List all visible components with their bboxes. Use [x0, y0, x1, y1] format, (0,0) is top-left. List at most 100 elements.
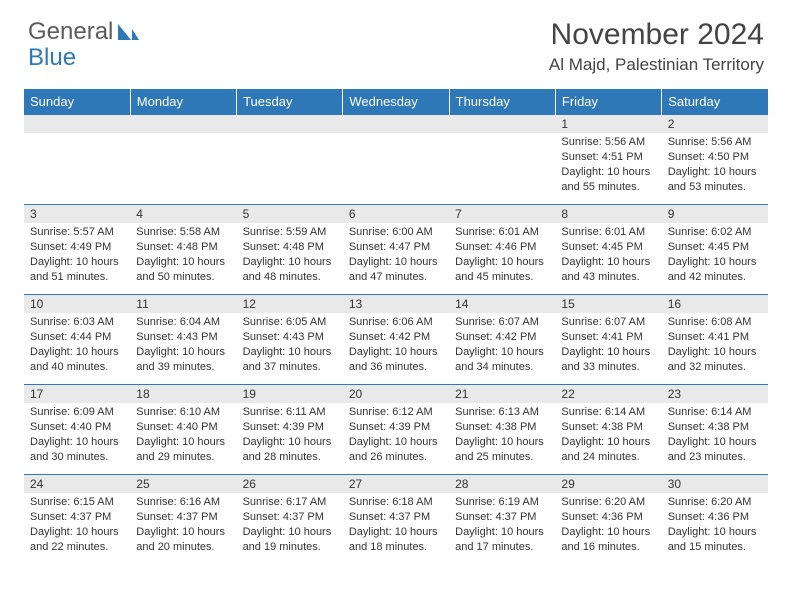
sunset-text: Sunset: 4:42 PM: [349, 330, 443, 345]
day-number: 11: [130, 295, 236, 313]
empty-day-bar: [343, 115, 449, 133]
daylight-text: Daylight: 10 hours and 24 minutes.: [561, 435, 655, 465]
sunset-text: Sunset: 4:39 PM: [349, 420, 443, 435]
day-cell: 26Sunrise: 6:17 AMSunset: 4:37 PMDayligh…: [237, 475, 343, 565]
calendar-week-row: 10Sunrise: 6:03 AMSunset: 4:44 PMDayligh…: [24, 295, 768, 385]
calendar-week-row: 3Sunrise: 5:57 AMSunset: 4:49 PMDaylight…: [24, 205, 768, 295]
daylight-text: Daylight: 10 hours and 20 minutes.: [136, 525, 230, 555]
empty-day-bar: [24, 115, 130, 133]
daylight-text: Daylight: 10 hours and 39 minutes.: [136, 345, 230, 375]
sunrise-text: Sunrise: 6:18 AM: [349, 495, 443, 510]
sunrise-text: Sunrise: 5:57 AM: [30, 225, 124, 240]
sunset-text: Sunset: 4:38 PM: [668, 420, 762, 435]
day-number: 20: [343, 385, 449, 403]
day-number: 29: [555, 475, 661, 493]
day-cell: 12Sunrise: 6:05 AMSunset: 4:43 PMDayligh…: [237, 295, 343, 385]
day-content: Sunrise: 6:13 AMSunset: 4:38 PMDaylight:…: [449, 403, 555, 468]
day-content: Sunrise: 6:19 AMSunset: 4:37 PMDaylight:…: [449, 493, 555, 558]
sunrise-text: Sunrise: 6:09 AM: [30, 405, 124, 420]
day-cell: 20Sunrise: 6:12 AMSunset: 4:39 PMDayligh…: [343, 385, 449, 475]
daylight-text: Daylight: 10 hours and 17 minutes.: [455, 525, 549, 555]
daylight-text: Daylight: 10 hours and 37 minutes.: [243, 345, 337, 375]
day-content: Sunrise: 6:12 AMSunset: 4:39 PMDaylight:…: [343, 403, 449, 468]
sunset-text: Sunset: 4:37 PM: [30, 510, 124, 525]
sunset-text: Sunset: 4:48 PM: [243, 240, 337, 255]
day-content: Sunrise: 6:00 AMSunset: 4:47 PMDaylight:…: [343, 223, 449, 288]
daylight-text: Daylight: 10 hours and 19 minutes.: [243, 525, 337, 555]
sunset-text: Sunset: 4:41 PM: [561, 330, 655, 345]
day-number: 17: [24, 385, 130, 403]
day-content: Sunrise: 6:08 AMSunset: 4:41 PMDaylight:…: [662, 313, 768, 378]
daylight-text: Daylight: 10 hours and 29 minutes.: [136, 435, 230, 465]
day-cell: 25Sunrise: 6:16 AMSunset: 4:37 PMDayligh…: [130, 475, 236, 565]
daylight-text: Daylight: 10 hours and 43 minutes.: [561, 255, 655, 285]
sunset-text: Sunset: 4:45 PM: [561, 240, 655, 255]
empty-day-bar: [449, 115, 555, 133]
calendar-table: SundayMondayTuesdayWednesdayThursdayFrid…: [24, 89, 768, 565]
sunrise-text: Sunrise: 6:10 AM: [136, 405, 230, 420]
day-number: 24: [24, 475, 130, 493]
title-block: November 2024 Al Majd, Palestinian Terri…: [549, 18, 764, 75]
day-cell: 15Sunrise: 6:07 AMSunset: 4:41 PMDayligh…: [555, 295, 661, 385]
day-content: Sunrise: 6:17 AMSunset: 4:37 PMDaylight:…: [237, 493, 343, 558]
sunset-text: Sunset: 4:51 PM: [561, 150, 655, 165]
day-number: 18: [130, 385, 236, 403]
daylight-text: Daylight: 10 hours and 32 minutes.: [668, 345, 762, 375]
sunset-text: Sunset: 4:46 PM: [455, 240, 549, 255]
sunrise-text: Sunrise: 5:58 AM: [136, 225, 230, 240]
sunrise-text: Sunrise: 6:17 AM: [243, 495, 337, 510]
day-number: 15: [555, 295, 661, 313]
day-number: 30: [662, 475, 768, 493]
day-cell: 21Sunrise: 6:13 AMSunset: 4:38 PMDayligh…: [449, 385, 555, 475]
weekday-header-row: SundayMondayTuesdayWednesdayThursdayFrid…: [24, 89, 768, 115]
sunrise-text: Sunrise: 6:12 AM: [349, 405, 443, 420]
day-cell: 27Sunrise: 6:18 AMSunset: 4:37 PMDayligh…: [343, 475, 449, 565]
daylight-text: Daylight: 10 hours and 18 minutes.: [349, 525, 443, 555]
sunrise-text: Sunrise: 6:19 AM: [455, 495, 549, 510]
day-number: 28: [449, 475, 555, 493]
day-cell: 28Sunrise: 6:19 AMSunset: 4:37 PMDayligh…: [449, 475, 555, 565]
day-cell: 23Sunrise: 6:14 AMSunset: 4:38 PMDayligh…: [662, 385, 768, 475]
daylight-text: Daylight: 10 hours and 33 minutes.: [561, 345, 655, 375]
sunrise-text: Sunrise: 6:04 AM: [136, 315, 230, 330]
day-content: Sunrise: 6:07 AMSunset: 4:42 PMDaylight:…: [449, 313, 555, 378]
day-content: Sunrise: 6:04 AMSunset: 4:43 PMDaylight:…: [130, 313, 236, 378]
day-content: Sunrise: 6:16 AMSunset: 4:37 PMDaylight:…: [130, 493, 236, 558]
sunset-text: Sunset: 4:48 PM: [136, 240, 230, 255]
sunset-text: Sunset: 4:50 PM: [668, 150, 762, 165]
day-number: 16: [662, 295, 768, 313]
weekday-header: Sunday: [24, 89, 130, 115]
logo-word2: Blue: [28, 44, 76, 72]
sunset-text: Sunset: 4:39 PM: [243, 420, 337, 435]
day-number: 26: [237, 475, 343, 493]
daylight-text: Daylight: 10 hours and 22 minutes.: [30, 525, 124, 555]
sunset-text: Sunset: 4:37 PM: [455, 510, 549, 525]
day-cell: 14Sunrise: 6:07 AMSunset: 4:42 PMDayligh…: [449, 295, 555, 385]
day-number: 5: [237, 205, 343, 223]
day-content: Sunrise: 6:07 AMSunset: 4:41 PMDaylight:…: [555, 313, 661, 378]
sunrise-text: Sunrise: 6:13 AM: [455, 405, 549, 420]
calendar-week-row: 17Sunrise: 6:09 AMSunset: 4:40 PMDayligh…: [24, 385, 768, 475]
calendar-body: 1Sunrise: 5:56 AMSunset: 4:51 PMDaylight…: [24, 115, 768, 565]
day-content: Sunrise: 6:09 AMSunset: 4:40 PMDaylight:…: [24, 403, 130, 468]
day-number: 14: [449, 295, 555, 313]
sunrise-text: Sunrise: 6:20 AM: [561, 495, 655, 510]
sunrise-text: Sunrise: 6:02 AM: [668, 225, 762, 240]
day-cell: 1Sunrise: 5:56 AMSunset: 4:51 PMDaylight…: [555, 115, 661, 205]
day-cell: 22Sunrise: 6:14 AMSunset: 4:38 PMDayligh…: [555, 385, 661, 475]
sunrise-text: Sunrise: 6:16 AM: [136, 495, 230, 510]
sunset-text: Sunset: 4:38 PM: [561, 420, 655, 435]
day-content: Sunrise: 6:11 AMSunset: 4:39 PMDaylight:…: [237, 403, 343, 468]
sunset-text: Sunset: 4:43 PM: [243, 330, 337, 345]
day-content: Sunrise: 5:58 AMSunset: 4:48 PMDaylight:…: [130, 223, 236, 288]
day-content: Sunrise: 6:05 AMSunset: 4:43 PMDaylight:…: [237, 313, 343, 378]
day-number: 21: [449, 385, 555, 403]
daylight-text: Daylight: 10 hours and 48 minutes.: [243, 255, 337, 285]
day-number: 2: [662, 115, 768, 133]
day-cell: 8Sunrise: 6:01 AMSunset: 4:45 PMDaylight…: [555, 205, 661, 295]
day-cell: 13Sunrise: 6:06 AMSunset: 4:42 PMDayligh…: [343, 295, 449, 385]
day-content: Sunrise: 6:10 AMSunset: 4:40 PMDaylight:…: [130, 403, 236, 468]
sunrise-text: Sunrise: 6:11 AM: [243, 405, 337, 420]
day-cell: [237, 115, 343, 205]
sunrise-text: Sunrise: 6:15 AM: [30, 495, 124, 510]
